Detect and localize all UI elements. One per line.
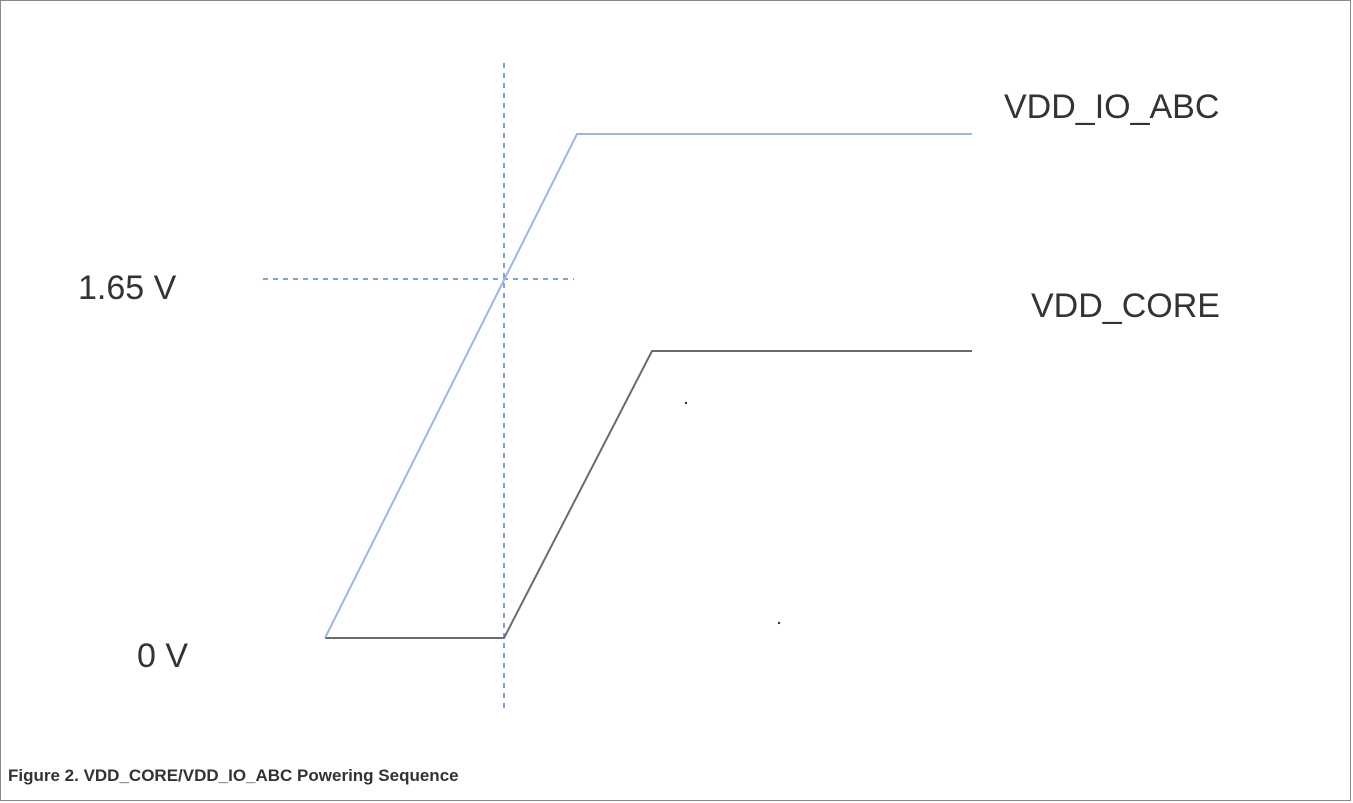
zero-voltage-label: 0 V (137, 637, 188, 675)
power-sequence-diagram: 1.65 V 0 V VDD_IO_ABC VDD_CORE (78, 63, 1220, 708)
vdd-core-label: VDD_CORE (1031, 287, 1220, 325)
stray-dot (684, 401, 688, 405)
threshold-voltage-label: 1.65 V (78, 269, 177, 307)
vdd-io-abc-waveform (324, 133, 972, 639)
vdd-io-abc-label: VDD_IO_ABC (1004, 88, 1219, 126)
vdd-core-waveform (325, 350, 972, 639)
figure-caption: Figure 2. VDD_CORE/VDD_IO_ABC Powering S… (8, 766, 459, 785)
stray-dot (777, 621, 781, 625)
